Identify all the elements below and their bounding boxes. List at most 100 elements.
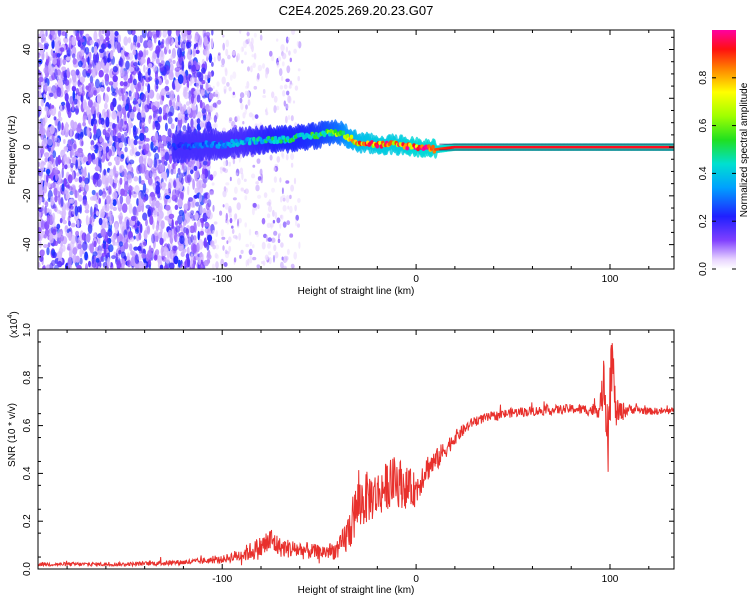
noise-speckle [95, 210, 100, 216]
noise-speckle [68, 205, 74, 210]
noise-speckle [136, 112, 142, 121]
noise-speckle [289, 80, 292, 85]
noise-speckle [58, 195, 61, 205]
noise-speckle [80, 168, 85, 173]
noise-speckle [234, 213, 238, 220]
noise-speckle [267, 251, 272, 256]
noise-speckle [49, 108, 53, 116]
noise-speckle [93, 124, 97, 135]
noise-speckle [108, 186, 112, 192]
noise-speckle [220, 258, 225, 267]
noise-speckle [183, 203, 189, 211]
noise-speckle [69, 198, 75, 204]
y-tick-label: 1.0 [22, 323, 33, 337]
noise-speckle [237, 218, 239, 227]
noise-speckle [83, 115, 88, 120]
noise-speckle [206, 241, 210, 251]
noise-speckle [183, 104, 187, 112]
noise-speckle [84, 47, 90, 55]
noise-speckle [241, 46, 244, 52]
noise-speckle [256, 231, 260, 238]
track-core [219, 140, 223, 145]
noise-speckle [98, 69, 104, 78]
noise-speckle [57, 110, 62, 118]
noise-speckle [98, 197, 101, 205]
y-tick-label: -40 [22, 237, 33, 252]
noise-speckle [164, 122, 168, 132]
noise-speckle [164, 151, 170, 162]
noise-speckle [44, 180, 48, 189]
noise-speckle [182, 125, 187, 132]
noise-speckle [245, 85, 248, 89]
noise-speckle [235, 168, 240, 177]
noise-speckle [138, 175, 142, 184]
noise-speckle [270, 55, 275, 62]
noise-speckle [60, 57, 63, 66]
noise-speckle [93, 144, 99, 149]
noise-speckle [201, 167, 206, 176]
noise-speckle [178, 40, 181, 46]
noise-speckle [48, 92, 54, 98]
noise-speckle [188, 197, 194, 202]
noise-speckle [273, 244, 277, 252]
noise-speckle [89, 216, 92, 225]
noise-speckle [162, 30, 167, 38]
noise-speckle [261, 241, 266, 250]
noise-speckle [60, 242, 63, 247]
noise-speckle [126, 259, 132, 268]
noise-speckle [140, 117, 146, 124]
noise-speckle [116, 114, 120, 124]
noise-speckle [154, 230, 159, 237]
noise-speckle [280, 214, 284, 220]
noise-speckle [253, 32, 257, 38]
noise-speckle [147, 94, 150, 106]
noise-speckle [44, 114, 48, 123]
noise-speckle [289, 194, 292, 200]
noise-speckle [68, 210, 73, 218]
noise-speckle [240, 249, 244, 254]
noise-speckle [68, 220, 71, 227]
noise-speckle [132, 78, 137, 86]
noise-speckle [191, 108, 197, 119]
noise-speckle [76, 172, 80, 177]
noise-speckle [226, 82, 230, 87]
figure-title: C2E4.2025.269.20.23.G07 [279, 3, 434, 18]
noise-speckle [43, 244, 48, 248]
noise-speckle [196, 118, 201, 124]
noise-speckle [256, 72, 260, 80]
noise-speckle [153, 157, 157, 169]
noise-speckle [196, 111, 202, 119]
track-core [230, 138, 234, 144]
noise-speckle [221, 58, 226, 66]
noise-speckle [72, 79, 77, 87]
noise-speckle [117, 42, 121, 54]
noise-speckle [128, 90, 132, 97]
noise-speckle [259, 168, 263, 176]
noise-speckle [106, 86, 111, 93]
noise-speckle [118, 249, 122, 255]
noise-speckle [270, 222, 274, 228]
colorbar-tick-label: 0.6 [698, 118, 709, 132]
noise-speckle [285, 256, 289, 261]
noise-speckle [252, 244, 255, 249]
noise-speckle [225, 39, 230, 48]
noise-speckle [76, 32, 80, 42]
noise-speckle [71, 53, 76, 59]
noise-speckle [77, 147, 83, 154]
noise-speckle [47, 242, 51, 248]
noise-speckle [279, 85, 284, 90]
noise-speckle [92, 159, 97, 165]
noise-speckle [142, 183, 147, 194]
noise-speckle [293, 251, 298, 260]
noise-speckle [163, 160, 168, 166]
noise-speckle [287, 115, 291, 120]
noise-speckle [199, 261, 205, 269]
noise-speckle [148, 170, 153, 179]
snr-frame [37, 329, 675, 570]
noise-speckle [90, 206, 93, 218]
noise-speckle [275, 105, 280, 111]
noise-speckle [203, 36, 208, 47]
noise-speckle [141, 253, 146, 259]
noise-speckle [112, 199, 117, 207]
noise-speckle [108, 81, 114, 86]
